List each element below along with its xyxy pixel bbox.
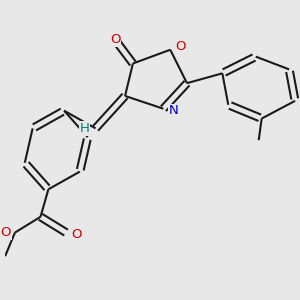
Text: O: O	[71, 228, 82, 241]
Text: O: O	[110, 33, 121, 46]
Text: O: O	[1, 226, 11, 239]
Text: H: H	[80, 122, 90, 135]
Text: N: N	[168, 104, 178, 117]
Text: O: O	[175, 40, 186, 53]
